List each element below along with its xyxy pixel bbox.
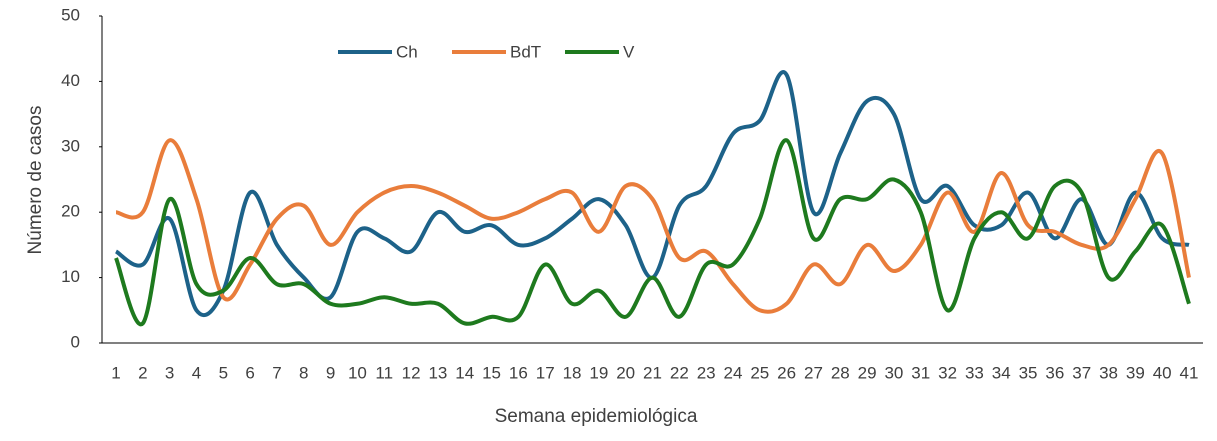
- x-tick-label: 24: [724, 363, 743, 382]
- legend-label: BdT: [510, 42, 541, 61]
- x-tick-label: 8: [299, 363, 308, 382]
- y-axis-title: Número de casos: [25, 106, 46, 255]
- x-tick-label: 2: [138, 363, 147, 382]
- x-tick-label: 31: [911, 363, 930, 382]
- x-tick-label: 6: [245, 363, 254, 382]
- legend-label: Ch: [396, 42, 418, 61]
- x-tick-label: 41: [1180, 363, 1199, 382]
- x-tick-label: 29: [858, 363, 877, 382]
- x-tick-label: 11: [375, 363, 393, 382]
- x-tick-label: 17: [536, 363, 555, 382]
- x-tick-label: 19: [589, 363, 608, 382]
- x-tick-label: 39: [1126, 363, 1145, 382]
- y-tick-label: 40: [61, 71, 80, 90]
- x-tick-label: 38: [1099, 363, 1118, 382]
- x-tick-label: 18: [563, 363, 582, 382]
- y-tick-label: 20: [61, 202, 80, 221]
- x-tick-label: 40: [1153, 363, 1172, 382]
- x-tick-label: 22: [670, 363, 689, 382]
- x-tick-label: 13: [428, 363, 447, 382]
- series-line: [115, 138, 1191, 314]
- x-tick-label: 7: [272, 363, 281, 382]
- x-axis-title: Semana epidemiológica: [495, 406, 698, 427]
- x-tick-label: 30: [884, 363, 903, 382]
- x-tick-label: 32: [938, 363, 957, 382]
- y-tick-label: 30: [61, 136, 80, 155]
- x-tick-label: 16: [509, 363, 528, 382]
- x-tick-label: 4: [192, 363, 201, 382]
- x-tick-label: 14: [455, 363, 474, 382]
- x-tick-label: 37: [1072, 363, 1091, 382]
- x-tick-label: 27: [804, 363, 823, 382]
- x-tick-label: 25: [750, 363, 769, 382]
- x-tick-label: 28: [831, 363, 850, 382]
- x-tick-label: 36: [1045, 363, 1064, 382]
- y-tick-label: 0: [71, 332, 80, 351]
- x-tick-label: 1: [111, 363, 120, 382]
- y-tick-label: 10: [61, 267, 80, 286]
- y-tick-label: 50: [61, 5, 80, 24]
- x-tick-label: 35: [1019, 363, 1038, 382]
- series-line: [114, 138, 1191, 327]
- x-tick-label: 15: [482, 363, 501, 382]
- x-tick-label: 20: [616, 363, 635, 382]
- x-tick-label: 33: [965, 363, 984, 382]
- series-line: [114, 70, 1190, 318]
- x-tick-label: 5: [219, 363, 228, 382]
- x-tick-label: 23: [697, 363, 716, 382]
- x-tick-label: 26: [777, 363, 796, 382]
- x-tick-label: 34: [992, 363, 1011, 382]
- x-tick-label: 10: [348, 363, 367, 382]
- x-tick-label: 3: [165, 363, 174, 382]
- x-tick-label: 12: [402, 363, 421, 382]
- x-tick-label: 21: [643, 363, 662, 382]
- x-tick-label: 9: [326, 363, 335, 382]
- legend-label: V: [623, 42, 635, 61]
